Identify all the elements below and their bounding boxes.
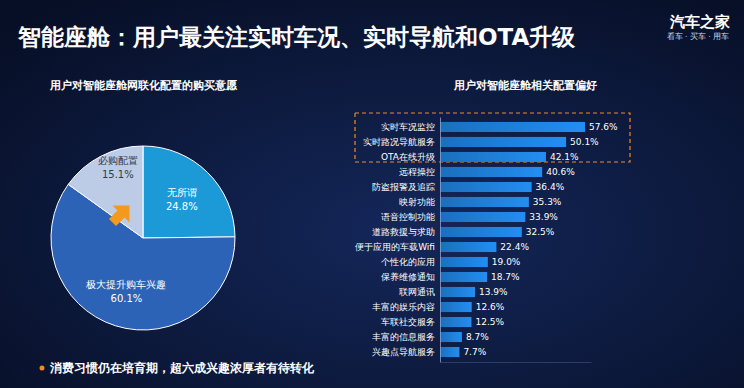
pie-value-label: 60.1% (111, 293, 143, 304)
bar (440, 182, 532, 192)
bar (440, 317, 471, 327)
data-label: 13.9% (479, 287, 508, 297)
tick: 防盗报警及追踪 (372, 182, 440, 192)
data-label: 32.5% (526, 227, 555, 237)
data-label: 8.7% (466, 332, 489, 342)
data-label: 22.4% (500, 242, 529, 252)
bars (440, 122, 585, 357)
bar (440, 302, 472, 312)
category-label: 道路救援与求助 (372, 227, 435, 237)
category-label: 兴趣点导航服务 (372, 347, 435, 357)
tick: 兴趣点导航服务 (372, 347, 440, 357)
footer-bullet (40, 366, 45, 371)
bar (440, 332, 462, 342)
data-label: 40.6% (546, 167, 575, 177)
tick: OTA在线升级 (381, 152, 440, 162)
tick: 语音控制功能 (381, 212, 440, 222)
bar-title: 用户对智能座舱相关配置偏好 (453, 79, 597, 92)
background (0, 0, 744, 388)
tick: 道路救援与求助 (372, 227, 440, 237)
data-label: 36.4% (536, 182, 565, 192)
pie-category-label: 必购配置 (98, 155, 138, 166)
bar (440, 347, 459, 357)
category-label: 便于应用的车载Wifi (355, 242, 435, 252)
y-axis: 实时车况监控实时路况导航服务 OTA在线升级远程操控防盗报警及追踪映射功能语音控制… (355, 118, 440, 363)
pie-category-label: 极大提升购车兴趣 (85, 279, 166, 290)
data-label: 7.7% (463, 347, 486, 357)
logo-tagline: 看车 · 买车 · 用车 (667, 32, 729, 41)
category-label: 个性化的应用 (381, 257, 435, 267)
category-label: 防盗报警及追踪 (372, 182, 435, 192)
bar (440, 137, 566, 147)
bar-labels: 57.6% 50.1% 42.1% 40.6% 36.4% 35.3% 33.9% 32.5%… (463, 122, 618, 357)
pie-value-label: 15.1% (102, 169, 134, 180)
tick: 丰富的信息服务 (372, 332, 440, 342)
pie-title: 用户对智能座舱网联化配置的购买意愿 (49, 79, 238, 92)
tick: 实时车况监控 (381, 122, 440, 132)
bar (440, 122, 585, 132)
data-label: 33.9% (529, 212, 558, 222)
data-label: 12.5% (475, 317, 504, 327)
bar (440, 152, 546, 162)
tick: 映射功能 (399, 197, 440, 207)
category-label: 车联社交服务 (381, 317, 435, 327)
bar (440, 197, 529, 207)
arrow-icon (104, 197, 138, 231)
tick: 联网通讯 (399, 287, 440, 297)
data-label: 18.7% (491, 272, 520, 282)
bar (440, 212, 525, 222)
category-label: 丰富的娱乐内容 (372, 302, 435, 312)
tick: 丰富的娱乐内容 (372, 302, 440, 312)
category-label: 联网通讯 (399, 287, 435, 297)
data-label: 35.3% (533, 197, 562, 207)
pie-labels: 无所谓 24.8% 极大提升购车兴趣 60.1% 必购配置 15.1% (85, 155, 197, 304)
bar (440, 242, 496, 252)
category-label: 实时路况导航服务 (363, 137, 435, 147)
canvas: 智能座舱：用户最关注实时车况、实时导航和OTA升级 汽车之家看车 · 买车 · 用… (0, 0, 744, 388)
tick: 实时路况导航服务 (363, 137, 440, 147)
bar (440, 167, 542, 177)
tick: 个性化的应用 (381, 257, 440, 267)
tick: 保养维修通知 (381, 272, 440, 282)
footer-text: 消费习惯仍在培育期，超六成兴趣浓厚者有待转化 (49, 361, 315, 375)
data-label: 50.1% (570, 137, 599, 147)
pie-category-label: 无所谓 (167, 187, 197, 198)
axis-line (440, 118, 441, 363)
data-label: 19.0% (492, 257, 521, 267)
category-label: 保养维修通知 (381, 272, 435, 282)
logo-name: 汽车之家 (669, 13, 730, 31)
category-label: 丰富的信息服务 (372, 332, 435, 342)
bar (440, 227, 522, 237)
pie-slice (68, 146, 143, 238)
category-label: 语音控制功能 (381, 212, 435, 222)
data-label: 12.6% (476, 302, 505, 312)
data-label: 42.1% (550, 152, 579, 162)
pie-value-label: 24.8% (166, 201, 198, 212)
bar (440, 272, 487, 282)
highlight-box (355, 113, 630, 162)
category-label: 远程操控 (399, 167, 435, 177)
category-label: OTA在线升级 (381, 152, 435, 162)
tick: 便于应用的车载Wifi (355, 242, 440, 252)
tick: 远程操控 (399, 167, 440, 177)
x-axis (441, 362, 592, 363)
category-label: 实时车况监控 (381, 122, 435, 132)
axis-line (441, 362, 592, 363)
main-title: 智能座舱：用户最关注实时车况、实时导航和OTA升级 (17, 24, 576, 50)
data-label: 57.6% (589, 122, 618, 132)
tick: 车联社交服务 (381, 317, 440, 327)
bar (440, 257, 488, 267)
pie: 无所谓 24.8% 极大提升购车兴趣 60.1% 必购配置 15.1% (51, 146, 235, 330)
pie-slice (143, 146, 235, 238)
bar (440, 287, 475, 297)
category-label: 映射功能 (399, 197, 435, 207)
